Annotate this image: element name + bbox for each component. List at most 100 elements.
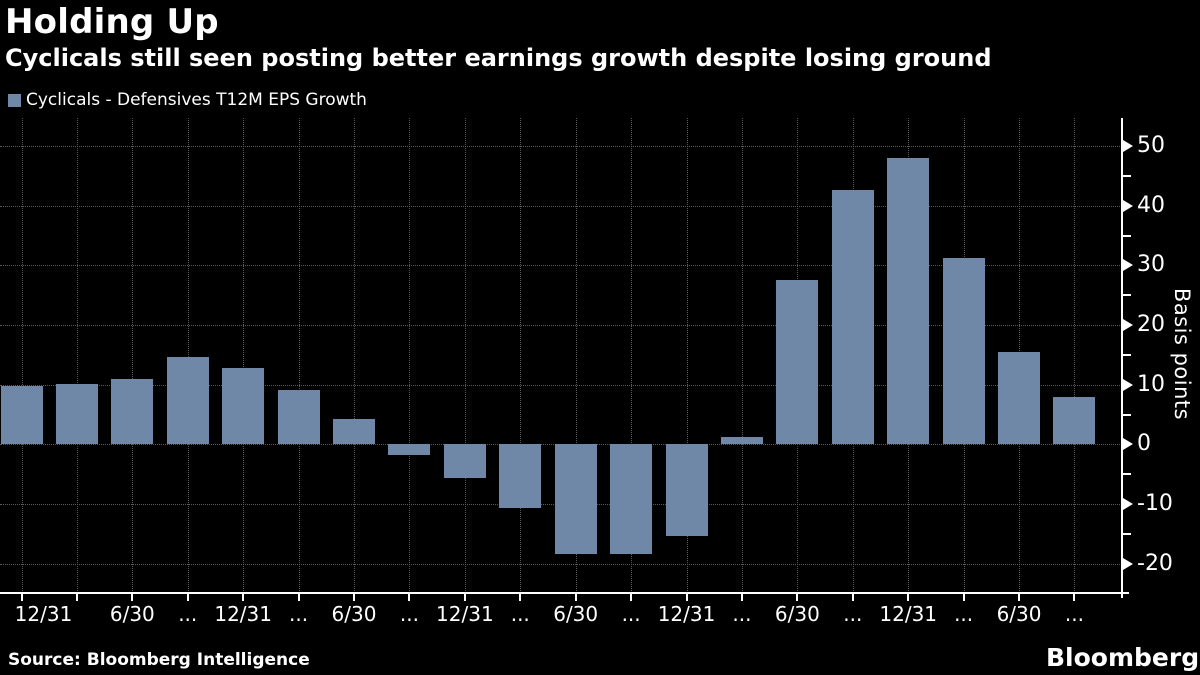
x-gridline	[76, 118, 78, 593]
x-axis-tick	[20, 594, 23, 601]
y-axis-major-tick	[1123, 498, 1133, 511]
y-gridline	[0, 563, 1122, 565]
y-axis-minor-tick	[1123, 234, 1131, 237]
y-axis-major-tick	[1123, 140, 1133, 153]
x-axis-tick	[907, 594, 910, 601]
x-axis-tick	[242, 594, 245, 601]
bar	[610, 444, 653, 554]
y-axis-major-tick	[1123, 259, 1133, 272]
y-axis-major-tick	[1123, 438, 1133, 451]
x-tick-label: 6/30	[331, 602, 377, 626]
x-tick-label: ...	[1064, 602, 1084, 626]
x-gridline	[243, 118, 245, 593]
y-axis-minor-tick	[1123, 294, 1131, 297]
x-axis-tick	[1073, 594, 1076, 601]
y-gridline	[0, 146, 1122, 148]
x-gridline	[575, 118, 577, 593]
x-tick-label: 6/30	[553, 602, 599, 626]
bar	[499, 444, 542, 509]
y-tick-label: -10	[1137, 491, 1173, 517]
y-tick-label: 20	[1137, 312, 1165, 338]
x-axis-tick	[519, 594, 522, 601]
x-tick-label: 6/30	[774, 602, 820, 626]
bar	[998, 351, 1041, 445]
bar	[333, 419, 376, 445]
y-axis-major-tick	[1123, 557, 1133, 570]
y-axis-line	[1121, 118, 1123, 598]
bloomberg-wordmark: Bloomberg	[1046, 643, 1200, 672]
bar	[665, 444, 708, 536]
x-tick-label: ...	[954, 602, 974, 626]
x-tick-label: 6/30	[996, 602, 1042, 626]
x-axis-tick	[353, 594, 356, 601]
x-axis-tick	[796, 594, 799, 601]
x-gridline	[520, 118, 522, 593]
x-axis-tick	[574, 594, 577, 601]
y-tick-label: 30	[1137, 252, 1165, 278]
source-note: Source: Bloomberg Intelligence	[8, 650, 310, 670]
y-tick-label: 40	[1137, 192, 1165, 218]
x-tick-label: 12/31	[657, 602, 716, 626]
x-gridline	[741, 118, 743, 593]
x-gridline	[354, 118, 356, 593]
x-tick-label: 12/31	[14, 602, 73, 626]
x-gridline	[409, 118, 411, 593]
y-gridline	[0, 205, 1122, 207]
y-axis-major-tick	[1123, 378, 1133, 391]
bar	[0, 385, 43, 445]
x-gridline	[132, 118, 134, 593]
x-axis-tick	[131, 594, 134, 601]
x-tick-label: ...	[178, 602, 198, 626]
x-tick-label: 12/31	[436, 602, 494, 626]
bar	[166, 356, 209, 445]
x-tick-label: ...	[289, 602, 309, 626]
bar	[222, 368, 265, 445]
legend-swatch	[8, 93, 21, 107]
x-axis-line	[0, 592, 1129, 594]
x-gridline	[21, 118, 23, 593]
bar	[887, 157, 930, 445]
x-tick-label: 12/31	[214, 602, 272, 626]
y-axis-minor-tick	[1123, 473, 1131, 476]
page-subtitle: Cyclicals still seen posting better earn…	[5, 44, 992, 72]
bar	[720, 436, 763, 445]
legend-label: Cyclicals - Defensives T12M EPS Growth	[26, 90, 367, 110]
x-axis-tick	[186, 594, 189, 601]
bar	[942, 258, 985, 445]
y-gridline	[0, 384, 1122, 386]
y-axis-minor-tick	[1123, 413, 1131, 416]
bar	[554, 444, 597, 555]
y-axis-minor-tick	[1123, 353, 1131, 356]
y-tick-label: 50	[1137, 133, 1165, 159]
x-gridline	[1074, 118, 1076, 593]
bar	[831, 189, 874, 445]
x-axis-tick	[1018, 594, 1021, 601]
x-axis-tick	[740, 594, 743, 601]
bar	[1053, 396, 1096, 445]
plot-area: Basis points 50 40 30 20 10 0 -10 -20 12/31 6/30.…	[0, 118, 1200, 626]
bloomberg-logo: Bloomberg	[1046, 643, 1200, 672]
page-title: Holding Up	[5, 2, 219, 42]
x-tick-label: ...	[399, 602, 419, 626]
bar	[277, 390, 320, 445]
x-axis-tick	[630, 594, 633, 601]
y-tick-label: -20	[1137, 550, 1173, 576]
x-axis-tick	[75, 594, 78, 601]
y-axis-minor-tick	[1123, 532, 1131, 535]
x-axis-tick	[297, 594, 300, 601]
x-tick-label: ...	[843, 602, 863, 626]
x-tick-label: ...	[732, 602, 752, 626]
x-tick-label: ...	[510, 602, 530, 626]
y-gridline	[0, 325, 1122, 327]
x-axis-tick	[685, 594, 688, 601]
x-axis-tick	[962, 594, 965, 601]
x-tick-label: ...	[621, 602, 641, 626]
x-tick-label: 12/31	[879, 602, 938, 626]
x-axis-tick	[463, 594, 466, 601]
x-gridline	[187, 118, 189, 593]
x-axis-tick	[408, 594, 411, 601]
y-axis-minor-tick	[1123, 174, 1131, 177]
y-axis-major-tick	[1123, 319, 1133, 332]
x-tick-label: 6/30	[109, 602, 155, 626]
